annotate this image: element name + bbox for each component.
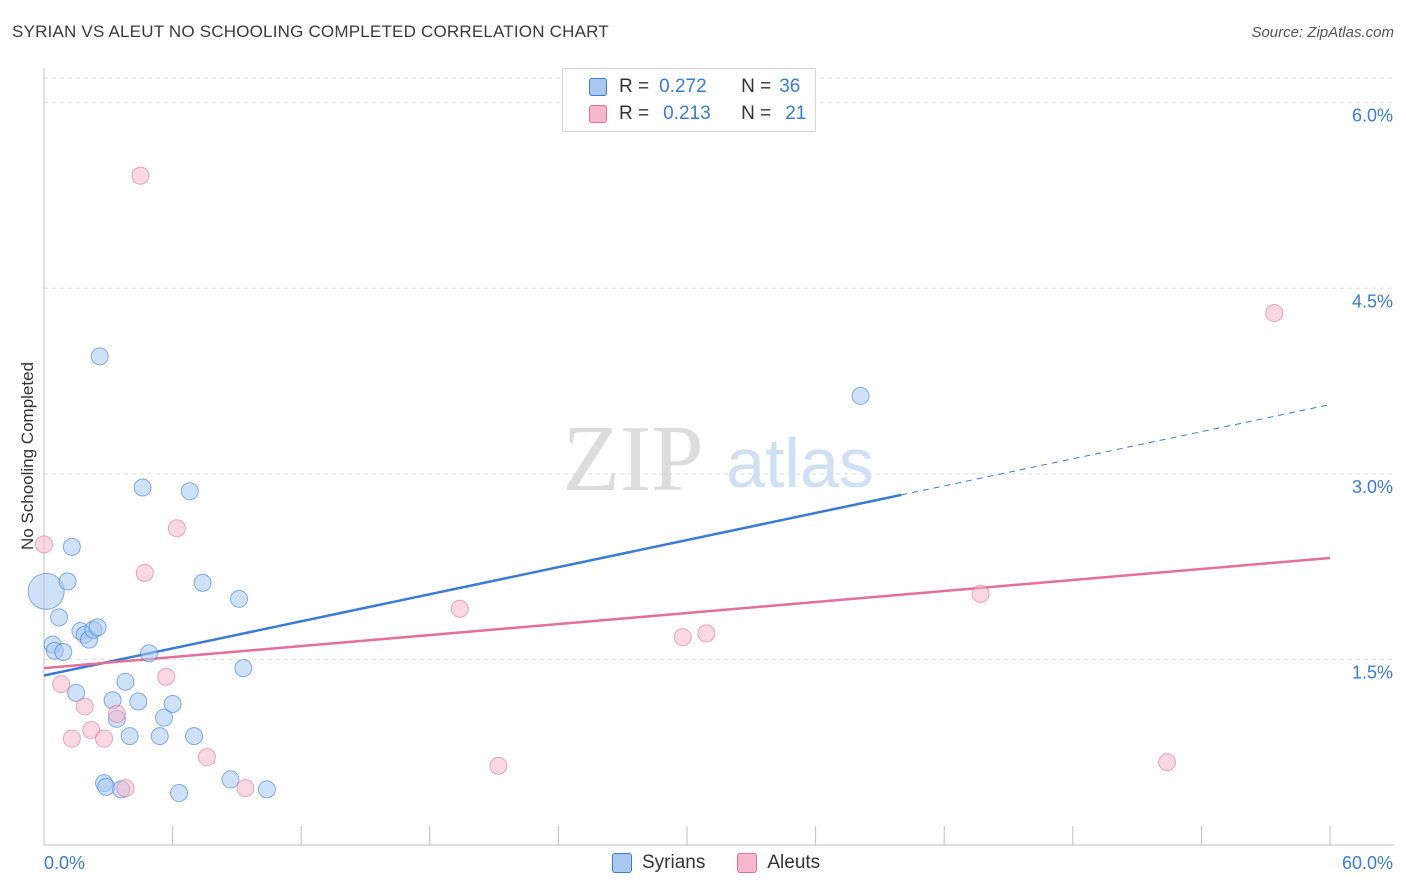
chart-title: SYRIAN VS ALEUT NO SCHOOLING COMPLETED C… — [12, 22, 609, 41]
n-label: N = — [741, 76, 772, 97]
data-point-aleuts — [971, 584, 990, 603]
data-point-aleuts — [1265, 304, 1284, 323]
r-label: R = — [619, 103, 650, 124]
legend-row-aleuts: R = 0.213 N = 21 — [589, 102, 806, 126]
x-tick-label: 60.0% — [1342, 853, 1393, 873]
data-point-syrians — [234, 659, 253, 678]
gridlines — [44, 77, 1394, 660]
data-point-syrians — [120, 727, 139, 746]
data-point-aleuts — [197, 748, 216, 767]
data-point-syrians — [155, 708, 174, 727]
data-point-aleuts — [75, 697, 94, 716]
watermark: ZIP atlas — [563, 407, 874, 511]
watermark-atlas: atlas — [726, 424, 874, 502]
y-tick-label: 1.5% — [1352, 662, 1393, 682]
legend-item-syrians: Syrians — [612, 852, 705, 874]
data-point-syrians — [97, 777, 116, 796]
data-point-syrians — [129, 692, 148, 711]
stats-legend: R = 0.272 N = 36 R = 0.213 N = 21 — [562, 68, 816, 132]
legend-swatch-syrians — [612, 853, 632, 873]
data-point-aleuts — [236, 779, 255, 798]
legend-item-aleuts: Aleuts — [737, 852, 820, 874]
data-point-aleuts — [157, 667, 176, 686]
r-value: 0.213 — [663, 103, 711, 124]
data-point-aleuts — [116, 779, 135, 798]
legend-label-aleuts: Aleuts — [767, 852, 821, 873]
y-tick-label: 3.0% — [1352, 477, 1393, 497]
data-point-syrians — [50, 608, 69, 627]
data-point-aleuts — [82, 720, 101, 739]
watermark-zip: ZIP — [563, 407, 704, 511]
data-point-aleuts — [135, 563, 154, 582]
data-point-syrians — [90, 347, 109, 366]
tick-labels: 1.5% 3.0% 4.5% 6.0% 0.0% 60.0% — [44, 106, 1393, 873]
x-tick-label: 0.0% — [44, 853, 85, 873]
data-point-aleuts — [52, 675, 71, 694]
legend-row-syrians: R = 0.272 N = 36 — [589, 75, 800, 99]
y-axis-label: No Schooling Completed — [18, 362, 37, 550]
y-tick-label: 4.5% — [1352, 291, 1393, 311]
data-point-aleuts — [489, 756, 508, 775]
n-label: N = — [741, 103, 772, 124]
source-label: Source: ZipAtlas.com — [1251, 24, 1394, 41]
data-points — [27, 166, 1284, 803]
data-point-syrians — [116, 672, 135, 691]
data-point-syrians — [133, 478, 152, 497]
data-point-syrians — [851, 386, 870, 405]
data-point-syrians — [140, 644, 159, 663]
data-point-aleuts — [167, 519, 186, 538]
legend-swatch-syrians — [589, 78, 607, 96]
data-point-syrians — [54, 643, 73, 662]
data-point-aleuts — [450, 599, 469, 618]
data-point-syrians — [257, 780, 276, 799]
data-point-syrians — [221, 770, 240, 789]
data-point-syrians — [193, 573, 212, 592]
data-point-aleuts — [1158, 753, 1177, 772]
data-point-aleuts — [95, 729, 114, 748]
data-point-syrians — [62, 537, 81, 556]
axes — [43, 68, 1394, 846]
trend-lines — [43, 404, 1331, 677]
data-point-syrians — [67, 683, 86, 702]
data-point-aleuts — [131, 166, 150, 185]
data-point-aleuts — [62, 729, 81, 748]
trend-line-syrians — [43, 493, 902, 677]
y-tick-label: 6.0% — [1352, 106, 1393, 126]
data-point-aleuts — [35, 535, 53, 554]
data-point-aleuts — [673, 628, 692, 647]
n-value: 21 — [785, 103, 807, 124]
data-point-aleuts — [697, 624, 716, 643]
data-point-syrians — [230, 589, 249, 608]
data-point-syrians — [185, 727, 204, 746]
data-point-syrians — [180, 482, 199, 501]
legend-label-syrians: Syrians — [642, 852, 706, 873]
trend-line-aleuts — [43, 556, 1331, 670]
data-point-syrians — [27, 572, 65, 610]
legend-swatch-aleuts — [737, 853, 758, 873]
trend-line-extension-syrians — [901, 404, 1331, 496]
data-point-aleuts — [107, 704, 126, 723]
data-point-syrians — [150, 727, 169, 746]
n-value: 36 — [779, 76, 801, 97]
r-label: R = — [619, 76, 650, 97]
data-point-syrians — [58, 572, 77, 591]
legend-swatch-aleuts — [589, 105, 607, 123]
data-point-syrians — [88, 618, 107, 637]
series-legend: Syrians Aleuts — [612, 852, 852, 874]
data-point-syrians — [170, 784, 189, 803]
r-value: 0.272 — [659, 76, 707, 97]
data-point-syrians — [163, 694, 182, 713]
